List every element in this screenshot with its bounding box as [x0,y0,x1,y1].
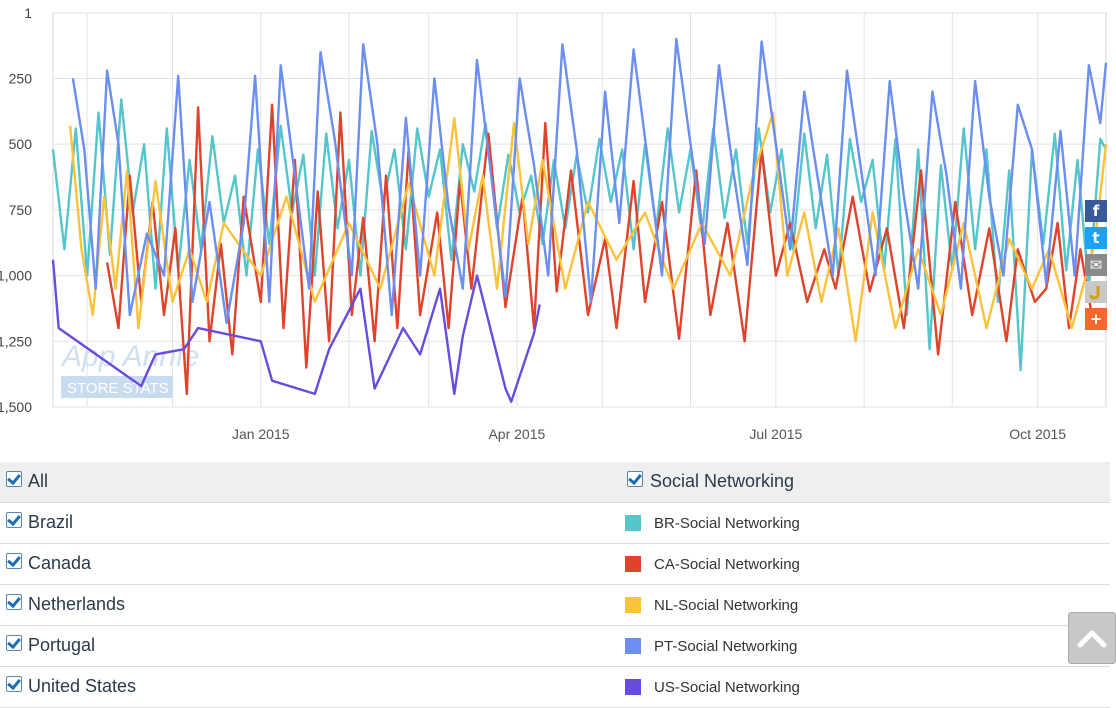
country-label: United States [28,676,137,696]
category-checkbox[interactable] [627,471,643,487]
brazil-checkbox[interactable] [6,512,22,528]
country-label: Netherlands [28,594,126,614]
y-tick-label: 500 [9,136,33,152]
country-label: Portugal [28,635,96,655]
scroll-to-top-button[interactable] [1068,612,1116,664]
netherlands-checkbox[interactable] [6,594,22,610]
country-label: Brazil [28,512,74,532]
filter-row-united-states: United States US-Social Networking [0,667,1110,708]
y-tick-label: 250 [9,70,33,86]
email-icon[interactable]: ✉ [1085,254,1107,276]
y-tick-label: 1,500 [0,399,32,415]
rank-chart: App Annie STORE STATS 12505007501,0001,2… [0,5,1108,442]
legend-label: US-Social Networking [654,679,800,696]
facebook-icon[interactable]: f [1085,200,1107,222]
legend-label: PT-Social Networking [654,638,798,655]
legend-label: CA-Social Networking [654,556,800,573]
y-tick-label: 750 [9,202,33,218]
filter-row-canada: Canada CA-Social Networking [0,544,1110,585]
series-line-br [51,98,1108,372]
series-line-pt [71,37,1108,325]
y-tick-label: 1 [24,5,32,21]
series-lines [51,37,1108,403]
bookmark-icon[interactable] [1085,281,1107,303]
filter-row-portugal: Portugal PT-Social Networking [0,626,1110,667]
series-filter-table: All Social Networking Brazil BR-Social N… [0,462,1110,708]
filter-row-netherlands: Netherlands NL-Social Networking [0,585,1110,626]
series-line-nl [68,111,1108,343]
all-checkbox[interactable] [6,471,22,487]
twitter-icon[interactable]: t [1085,227,1107,249]
legend-swatch [625,515,641,531]
y-tick-label: 1,250 [0,333,32,349]
series-line-us [51,259,541,403]
x-axis-ticks: Jan 2015 Apr 2015 Jul 2015 Oct 2015 [232,426,1066,442]
canada-checkbox[interactable] [6,553,22,569]
chevron-up-icon [1077,630,1107,648]
all-label: All [28,471,49,491]
legend-swatch [625,638,641,654]
series-line-ca [105,103,1093,396]
portugal-checkbox[interactable] [6,635,22,651]
legend-swatch [625,679,641,695]
x-tick-label: Apr 2015 [488,426,545,442]
legend-label: NL-Social Networking [654,597,799,614]
legend-swatch [625,597,641,613]
filter-header-row: All Social Networking [0,462,1110,503]
legend-label: BR-Social Networking [654,515,800,532]
share-toolbar: f t ✉ + [1085,200,1107,335]
svg-text:STORE STATS: STORE STATS [67,380,169,397]
more-share-icon[interactable]: + [1085,308,1107,330]
y-axis-ticks: 1 250 500 750 1,000 1,250 1,500 [0,5,32,415]
country-label: Canada [28,553,92,573]
x-tick-label: Oct 2015 [1009,426,1066,442]
legend-swatch [625,556,641,572]
y-tick-label: 1,000 [0,268,32,284]
filter-row-brazil: Brazil BR-Social Networking [0,503,1110,544]
united-states-checkbox[interactable] [6,676,22,692]
category-label: Social Networking [650,471,795,491]
x-tick-label: Jan 2015 [232,426,290,442]
x-tick-label: Jul 2015 [749,426,802,442]
